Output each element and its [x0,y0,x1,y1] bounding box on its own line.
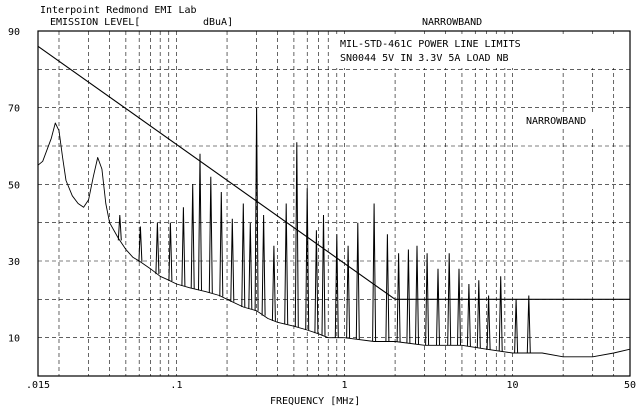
annotation-label: NARROWBAND [526,116,586,127]
limit-line [37,45,630,300]
y-axis-label: EMISSION LEVEL[ [50,17,140,28]
emission-spike [346,245,351,339]
emission-spike [241,203,246,308]
emission-spike [415,245,419,345]
lab-title: Interpoint Redmond EMI Lab [40,5,197,16]
y-tick-label: 50 [8,180,20,191]
emission-spike [372,203,377,342]
emission-spike [514,299,519,354]
emission-spike [447,253,452,346]
emission-spike [284,203,289,325]
emission-spike [181,207,186,287]
x-tick-label: .1 [170,380,182,391]
emission-spike [425,253,430,346]
emission-spike [248,222,253,310]
emission-spike [117,214,122,241]
y-axis-unit: dBuA] [203,17,233,28]
emission-spike [305,188,310,331]
x-tick-label: 1 [341,380,347,391]
emission-spike [498,276,503,352]
emission-spike [486,295,491,350]
emission-spike [138,226,143,262]
mode-label: NARROWBAND [422,17,482,28]
emission-spike [271,245,276,321]
emission-spike [396,253,401,343]
emission-spike [155,222,160,275]
emission-spike [436,268,440,346]
y-tick-label: 10 [8,334,20,345]
x-tick-label: .015 [26,380,50,391]
emission-spike [294,142,299,328]
tick-layer: .015 .1 1 10 50 90 70 50 30 10 [8,27,636,391]
grid [38,31,630,376]
title-box [333,34,627,68]
y-tick-label: 30 [8,257,20,268]
emission-spike [406,249,411,344]
x-tick-label: 50 [624,380,636,391]
x-axis-title: FREQUENCY [MHz] [270,396,360,407]
series-layer [37,45,631,358]
emission-spike [219,191,224,297]
emission-trace [37,122,631,358]
emission-spike [261,214,266,316]
emission-spike [526,295,531,354]
y-tick-label: 90 [8,27,20,38]
plot-frame [37,30,631,377]
emission-spike [476,280,481,349]
chart-title: MIL-STD-461C POWER LINE LIMITS [340,39,521,50]
emission-spike [321,214,326,336]
emission-spike [230,218,235,302]
emission-spike [466,283,471,347]
emission-spike [208,176,213,294]
y-tick-label: 70 [8,104,20,115]
x-tick-label: 10 [507,380,519,391]
emission-spike [385,234,390,342]
emission-spike [334,234,339,338]
emission-spike [198,153,202,291]
annotation-box [522,113,604,128]
emission-spike [190,184,195,289]
emission-spike [168,222,173,282]
chart-subtitle: SN0044 5V IN 3.3V 5A LOAD NB [340,53,509,64]
emission-spike [355,222,360,340]
emission-spike [254,107,259,311]
emission-spike [457,268,461,346]
emission-spike [314,230,319,334]
